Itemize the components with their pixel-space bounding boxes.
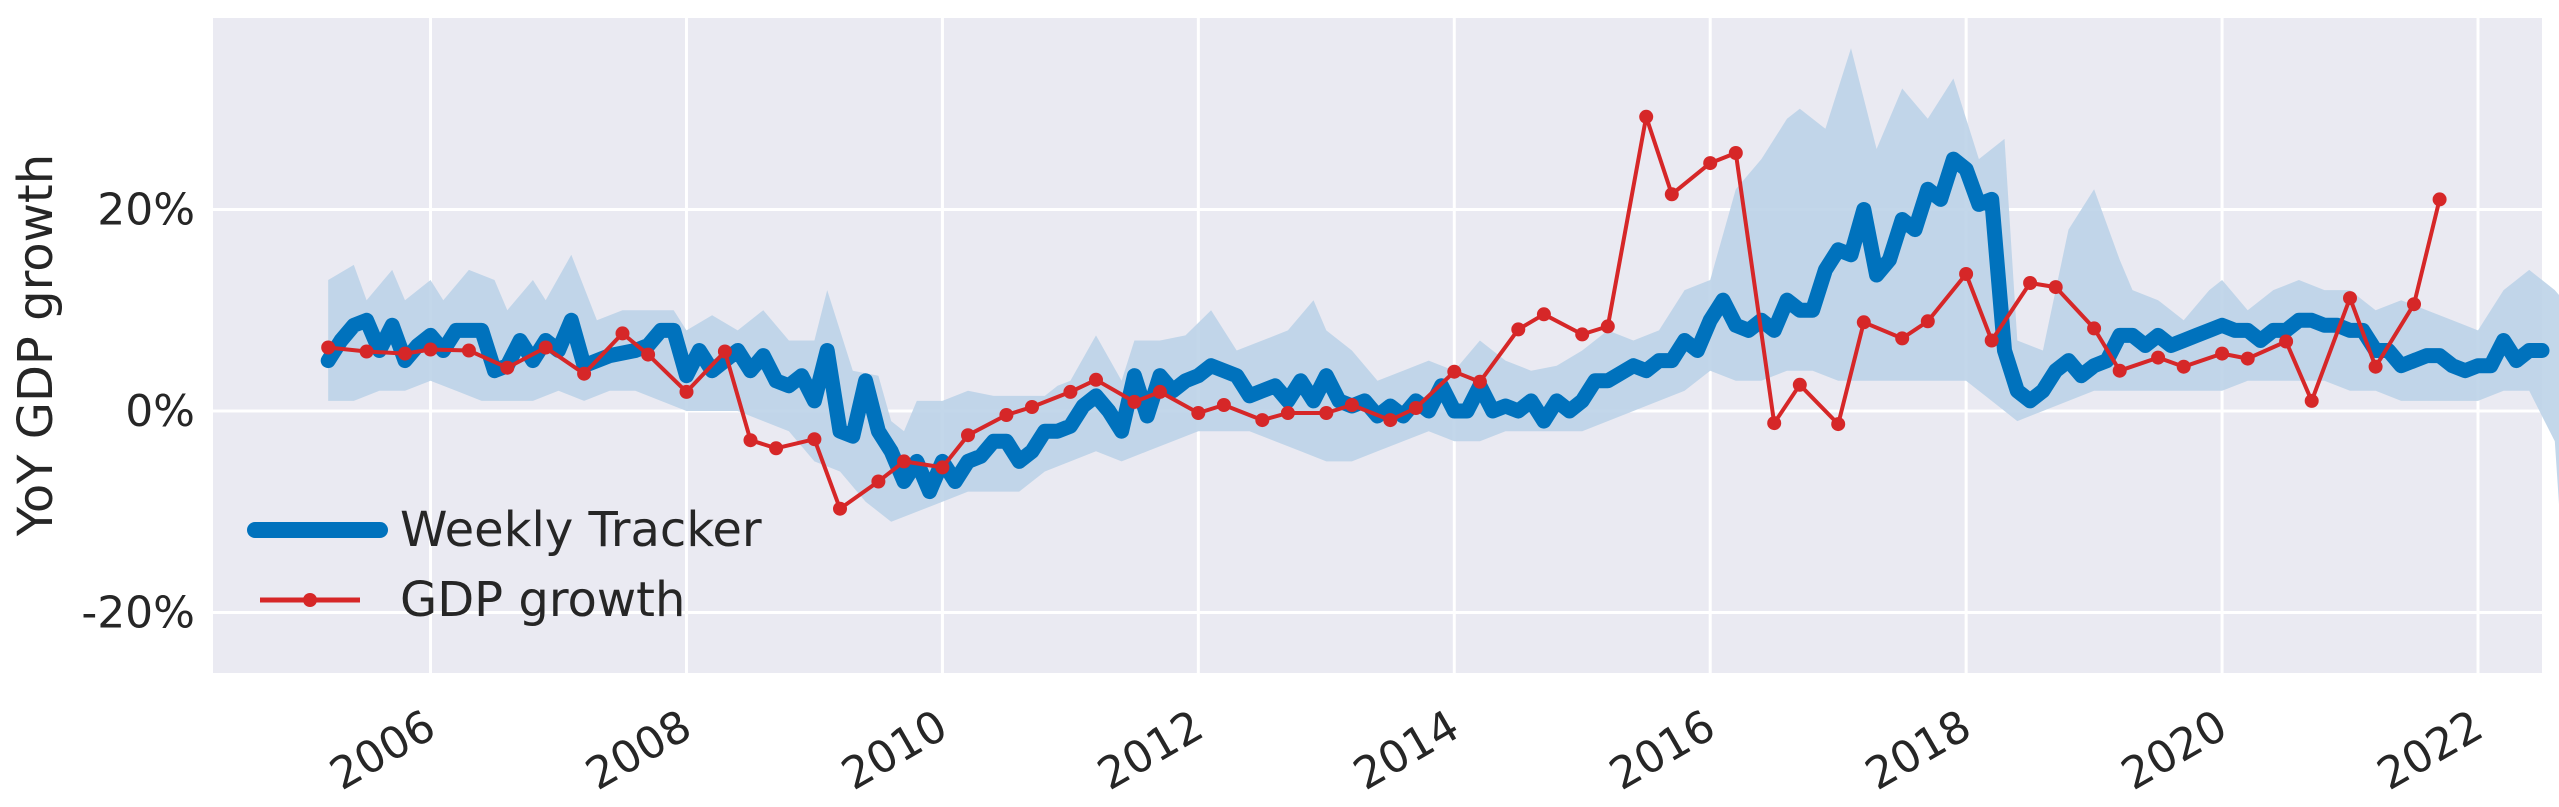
gdp-point <box>1831 417 1846 432</box>
gdp-point <box>2048 280 2063 295</box>
gdp-point <box>1959 267 1974 281</box>
gdp-point <box>500 360 515 375</box>
gdp-point <box>833 501 847 516</box>
gdp-point <box>2112 363 2127 378</box>
legend-marker-gdp <box>303 593 317 607</box>
confidence-band <box>328 48 2559 522</box>
x-tick-label: 2008 <box>577 700 699 800</box>
gdp-point <box>1920 314 1935 329</box>
gdp-point <box>1767 416 1782 431</box>
gdp-point <box>1153 384 1167 399</box>
gdp-point <box>871 474 886 489</box>
y-tick-label: 0% <box>125 386 195 437</box>
gdp-point <box>2343 291 2357 306</box>
gdp-point <box>615 326 630 341</box>
gdp-point <box>1600 319 1615 334</box>
gdp-point <box>2087 321 2102 336</box>
legend: Weekly Tracker GDP growth <box>247 502 762 628</box>
x-tick-label: 2016 <box>1601 700 1723 800</box>
gdp-point <box>2176 359 2191 374</box>
gdp-point <box>2368 359 2383 374</box>
gdp-point <box>1255 413 1270 428</box>
gdp-point <box>1447 364 1462 379</box>
gdp-point <box>2432 192 2447 207</box>
gdp-point <box>1895 331 1910 346</box>
y-tick-label: 20% <box>97 184 195 235</box>
x-tick-label: 2006 <box>322 700 444 800</box>
gdp-point <box>807 432 822 447</box>
gdp-point <box>961 428 975 443</box>
gdp-point <box>641 347 656 362</box>
gdp-point <box>1089 372 1103 387</box>
gdp-point <box>1127 394 1142 409</box>
y-axis-ticks: -20% 0% 20% <box>81 184 195 638</box>
gdp-point <box>1856 315 1871 330</box>
gdp-point <box>2023 276 2038 290</box>
gdp-point <box>1703 156 1718 171</box>
gdp-point <box>538 340 553 355</box>
series-line-gdp-growth <box>327 114 2442 511</box>
gdp-point <box>2240 351 2255 366</box>
gdp-point <box>2279 334 2294 349</box>
gdp-point <box>2304 393 2319 408</box>
gdp-point <box>1344 398 1359 412</box>
gdp-point <box>1472 374 1487 389</box>
gdp-point <box>1511 322 1526 337</box>
x-tick-label: 2018 <box>1857 700 1979 800</box>
x-tick-label: 2022 <box>2369 700 2491 800</box>
x-tick-label: 2014 <box>1345 700 1467 800</box>
gdp-point <box>1664 187 1679 202</box>
gdp-point <box>717 344 732 359</box>
gdp-point <box>935 460 950 475</box>
gdp-point <box>577 366 592 381</box>
gdp-point <box>1383 413 1398 428</box>
gdp-point <box>1575 327 1590 342</box>
series-line-weekly-tracker <box>320 151 2550 500</box>
gdp-point <box>2215 346 2230 361</box>
gdp-point <box>1025 400 1039 414</box>
gdp-point <box>461 343 476 358</box>
x-tick-label: 2020 <box>2113 700 2235 800</box>
gdp-point <box>1191 406 1206 420</box>
gdp-point <box>423 342 438 357</box>
y-tick-label: -20% <box>81 588 195 639</box>
legend-label-tracker: Weekly Tracker <box>400 502 762 558</box>
gdp-point <box>321 340 336 355</box>
band-area <box>328 48 2559 522</box>
gdp-point <box>2407 297 2421 312</box>
gdp-point <box>897 454 911 469</box>
gdp-point <box>2151 350 2166 365</box>
gdp-point <box>1319 406 1334 420</box>
gdp-point <box>359 344 374 359</box>
gdp-point <box>1792 377 1807 392</box>
gdp-point <box>1216 398 1231 412</box>
gdp-point <box>1984 333 1999 348</box>
series-layer <box>320 109 2550 516</box>
x-tick-label: 2010 <box>833 700 955 800</box>
gdp-point <box>999 408 1014 422</box>
gdp-point <box>1639 109 1654 124</box>
gdp-point <box>1063 384 1078 399</box>
x-axis-ticks: 2006 2008 2010 2012 2014 2016 2018 2020 2022 <box>322 700 2492 800</box>
gdp-point <box>1280 406 1295 420</box>
gdp-point <box>1408 401 1423 415</box>
y-axis-label: YoY GDP growth <box>8 154 64 537</box>
gdp-point <box>679 384 694 399</box>
gdp-point <box>1536 307 1551 322</box>
gdp-point <box>398 346 412 361</box>
legend-label-gdp: GDP growth <box>400 572 685 628</box>
gdp-point <box>743 433 758 448</box>
x-tick-label: 2012 <box>1089 700 1211 800</box>
gdp-point <box>769 441 784 456</box>
gdp-point <box>1728 146 1743 160</box>
